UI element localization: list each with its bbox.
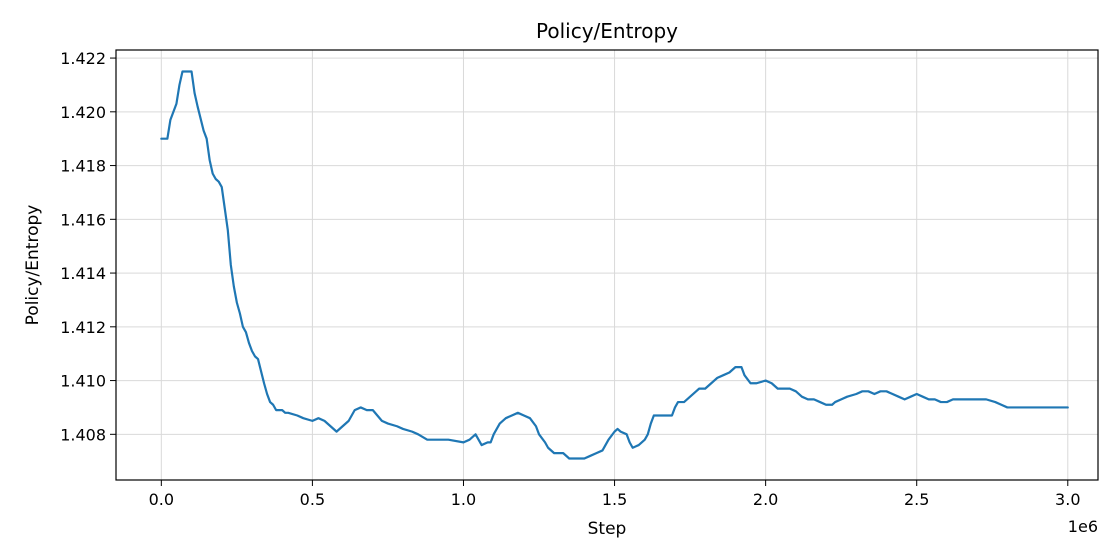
grid-lines: [116, 50, 1098, 480]
y-tick-label: 1.420: [60, 103, 106, 122]
y-tick-label: 1.422: [60, 49, 106, 68]
y-tick-label: 1.408: [60, 425, 106, 444]
y-tick-label: 1.414: [60, 264, 106, 283]
y-axis: 1.408 1.410 1.412 1.414 1.416 1.418 1.420 1.422: [60, 49, 116, 444]
y-tick-label: 1.416: [60, 210, 106, 229]
x-tick-label: 1.0: [451, 490, 476, 509]
y-axis-label: Policy/Entropy: [23, 205, 43, 326]
plot-frame: [115, 49, 1099, 481]
x-tick-label: 2.0: [753, 490, 778, 509]
x-tick-label: 3.0: [1055, 490, 1080, 509]
chart-title: Policy/Entropy: [536, 19, 678, 43]
series-layer: [160, 70, 1069, 460]
x-tick-label: 1.5: [602, 490, 627, 509]
y-tick-label: 1.412: [60, 318, 106, 337]
y-tick-label: 1.410: [60, 372, 106, 391]
x-axis: 0.0 0.5 1.0 1.5 2.0 2.5 3.0: [149, 480, 1081, 509]
x-axis-label: Step: [588, 519, 627, 539]
series-line-0: [160, 70, 1069, 460]
x-tick-label: 2.5: [904, 490, 929, 509]
x-tick-label: 0.5: [300, 490, 325, 509]
y-tick-label: 1.418: [60, 157, 106, 176]
x-axis-scale-label: 1e6: [1068, 517, 1098, 536]
x-tick-label: 0.0: [149, 490, 174, 509]
